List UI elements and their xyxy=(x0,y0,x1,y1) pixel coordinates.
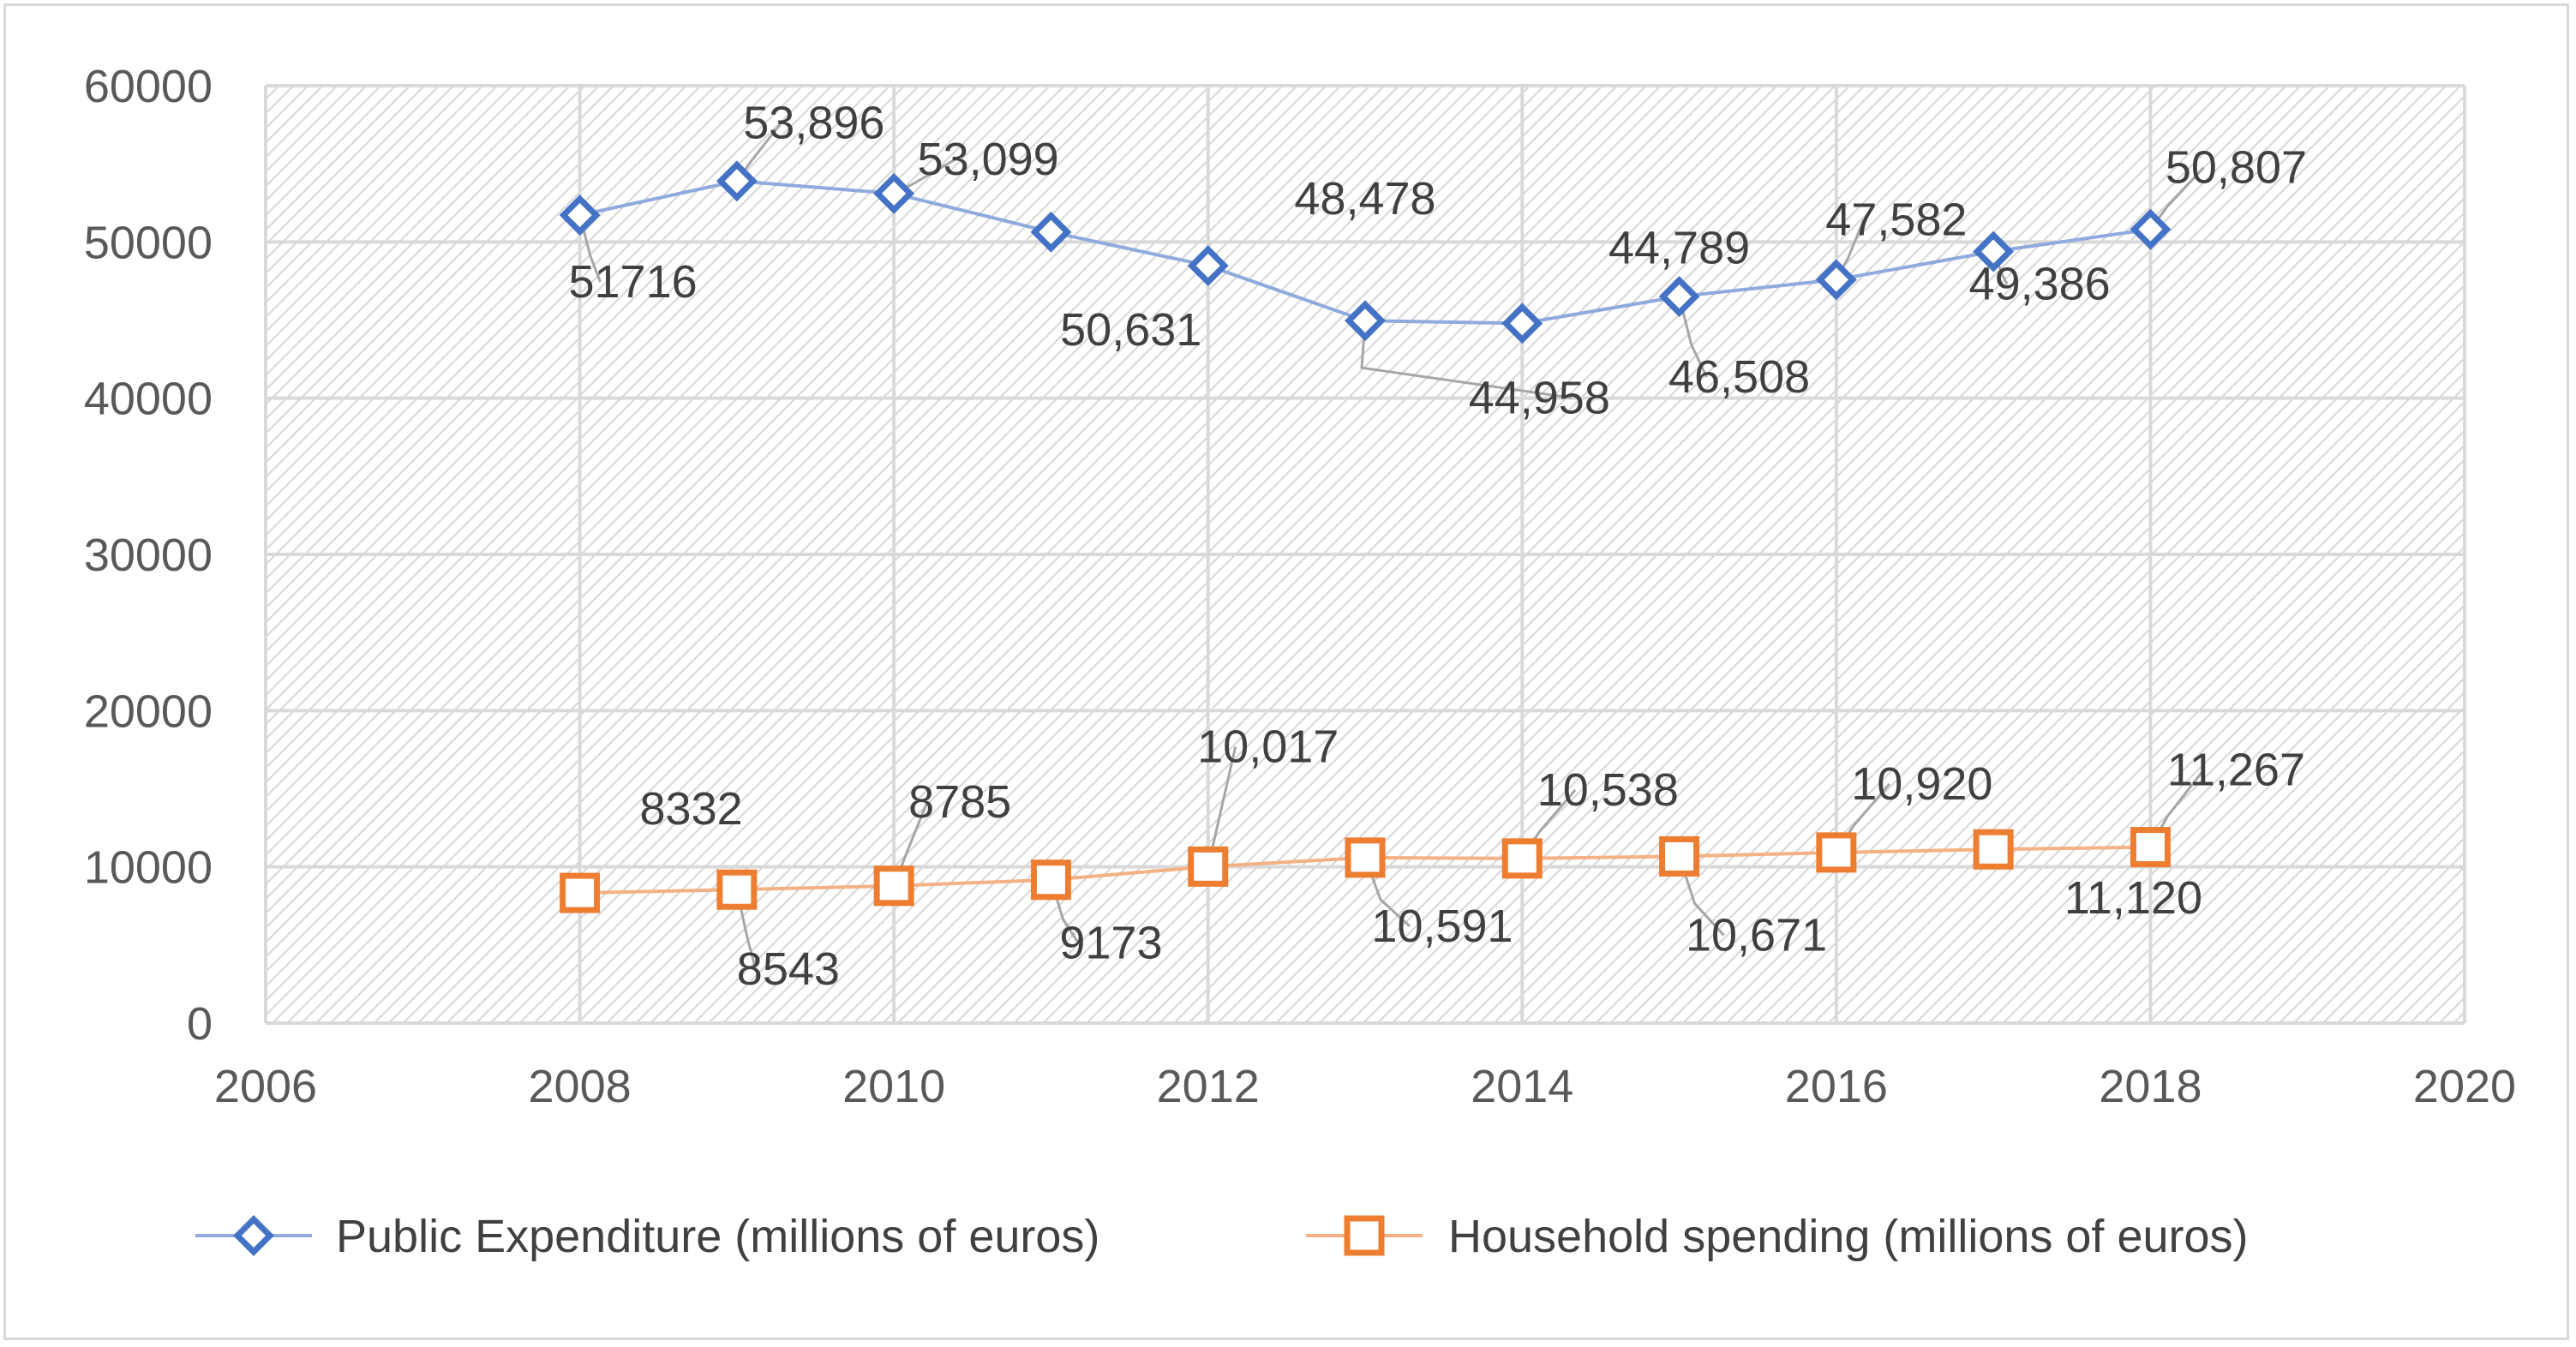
x-axis-ticks: 2006 2008 2010 2012 2014 2016 2018 2020 xyxy=(214,1061,2516,1112)
marker-point xyxy=(1030,211,1072,253)
marker-point xyxy=(1659,835,1700,877)
data-label: 8543 xyxy=(737,943,840,995)
legend: Public Expenditure (millions of euros) Ho… xyxy=(195,1211,2249,1262)
x-tick-label: 2016 xyxy=(1785,1061,1888,1112)
marker-point xyxy=(1815,259,1857,301)
marker-point xyxy=(560,872,601,913)
marker-point xyxy=(1345,837,1386,878)
x-tick-label: 2018 xyxy=(2099,1061,2202,1112)
x-tick-label: 2010 xyxy=(842,1061,945,1112)
data-label: 11,120 xyxy=(2064,872,2202,924)
y-tick-label: 50000 xyxy=(84,217,213,268)
legend-label-0: Public Expenditure (millions of euros) xyxy=(336,1211,1099,1262)
y-tick-label: 10000 xyxy=(84,842,213,894)
data-label: 10,920 xyxy=(1851,758,1992,810)
y-tick-label: 0 xyxy=(187,998,213,1050)
marker-point xyxy=(1187,245,1229,287)
y-tick-label: 40000 xyxy=(84,374,213,425)
y-tick-label: 30000 xyxy=(84,530,213,581)
data-label: 50,807 xyxy=(2166,142,2307,194)
marker-point xyxy=(1501,302,1543,344)
data-label: 51716 xyxy=(568,256,697,308)
x-tick-label: 2006 xyxy=(214,1061,317,1112)
marker-point xyxy=(716,869,758,910)
marker-point xyxy=(1973,230,2015,272)
data-labels: 51716 53,896 53,099 50,631 48,478 44,958 44,78… xyxy=(568,97,2307,995)
data-label: 10,591 xyxy=(1371,901,1513,952)
marker-point xyxy=(1658,276,1700,317)
data-label: 48,478 xyxy=(1294,173,1435,224)
marker-point xyxy=(1816,832,1857,873)
data-label: 10,671 xyxy=(1686,909,1827,961)
marker-point xyxy=(1501,838,1543,879)
data-label: 10,538 xyxy=(1537,764,1679,816)
data-label: 47,582 xyxy=(1825,194,1967,245)
data-label: 53,896 xyxy=(743,97,884,148)
marker-point xyxy=(2130,827,2171,868)
marker-point xyxy=(1973,829,2014,870)
marker-point xyxy=(873,865,914,907)
data-label: 8332 xyxy=(640,783,743,835)
data-label: 8785 xyxy=(908,776,1011,828)
legend-marker-square xyxy=(1344,1215,1385,1256)
x-tick-label: 2008 xyxy=(529,1061,632,1112)
marker-point xyxy=(873,172,915,214)
data-label: 11,267 xyxy=(2167,745,2305,796)
x-tick-label: 2020 xyxy=(2413,1061,2516,1112)
series-markers xyxy=(559,160,2172,913)
x-tick-label: 2012 xyxy=(1157,1061,1260,1112)
marker-point xyxy=(1345,300,1386,342)
data-label: 53,099 xyxy=(918,134,1059,185)
marker-point xyxy=(559,195,601,236)
data-label: 9173 xyxy=(1059,918,1162,969)
y-tick-label: 20000 xyxy=(84,685,213,737)
legend-label-1: Household spending (millions of euros) xyxy=(1448,1211,2249,1262)
x-tick-label: 2014 xyxy=(1471,1061,1573,1112)
marker-point xyxy=(2130,208,2172,250)
data-label: 44,789 xyxy=(1609,222,1750,273)
gridlines xyxy=(264,84,2466,1025)
y-tick-label: 60000 xyxy=(84,61,213,112)
marker-point xyxy=(1188,846,1229,887)
data-label: 44,958 xyxy=(1469,372,1610,423)
legend-marker-diamond xyxy=(233,1215,274,1256)
data-label: 46,508 xyxy=(1668,351,1810,403)
data-label: 50,631 xyxy=(1060,304,1201,356)
marker-point xyxy=(1030,859,1071,901)
marker-point xyxy=(716,160,758,202)
y-axis-ticks: 0 10000 20000 30000 40000 50000 60000 xyxy=(84,61,213,1050)
data-label: 49,386 xyxy=(1969,259,2111,310)
data-label: 10,017 xyxy=(1197,721,1339,772)
